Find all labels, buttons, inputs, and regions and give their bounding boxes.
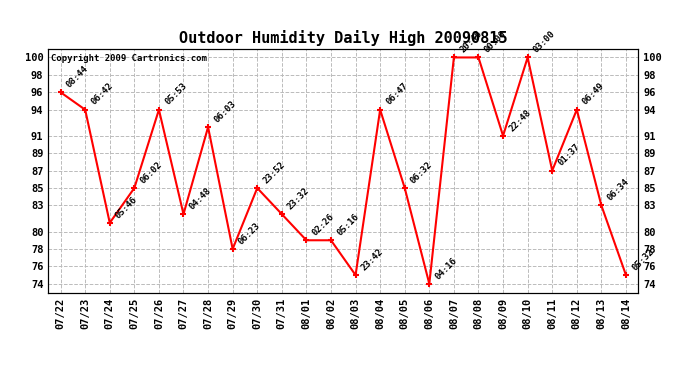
Text: 04:16: 04:16	[433, 256, 459, 281]
Text: 06:23: 06:23	[237, 221, 262, 246]
Text: 04:48: 04:48	[188, 186, 213, 211]
Text: 02:26: 02:26	[310, 212, 336, 237]
Text: 05:46: 05:46	[114, 195, 139, 220]
Text: 06:34: 06:34	[606, 177, 631, 203]
Text: 06:03: 06:03	[213, 99, 237, 124]
Text: 20:46: 20:46	[458, 29, 484, 55]
Text: 06:32: 06:32	[409, 160, 434, 185]
Text: 01:37: 01:37	[556, 142, 582, 168]
Text: 03:00: 03:00	[532, 29, 557, 55]
Text: 23:52: 23:52	[262, 160, 287, 185]
Text: 05:32: 05:32	[630, 247, 656, 272]
Text: 06:42: 06:42	[89, 81, 115, 107]
Text: 08:44: 08:44	[65, 64, 90, 90]
Text: 06:47: 06:47	[384, 81, 410, 107]
Text: 05:53: 05:53	[163, 81, 188, 107]
Title: Outdoor Humidity Daily High 20090815: Outdoor Humidity Daily High 20090815	[179, 30, 508, 46]
Text: Copyright 2009 Cartronics.com: Copyright 2009 Cartronics.com	[51, 54, 207, 63]
Text: 22:48: 22:48	[507, 108, 533, 133]
Text: 06:49: 06:49	[581, 81, 607, 107]
Text: 06:02: 06:02	[139, 160, 164, 185]
Text: 23:32: 23:32	[286, 186, 311, 211]
Text: 05:16: 05:16	[335, 212, 360, 237]
Text: 00:00: 00:00	[482, 29, 508, 55]
Text: 23:42: 23:42	[359, 247, 385, 272]
